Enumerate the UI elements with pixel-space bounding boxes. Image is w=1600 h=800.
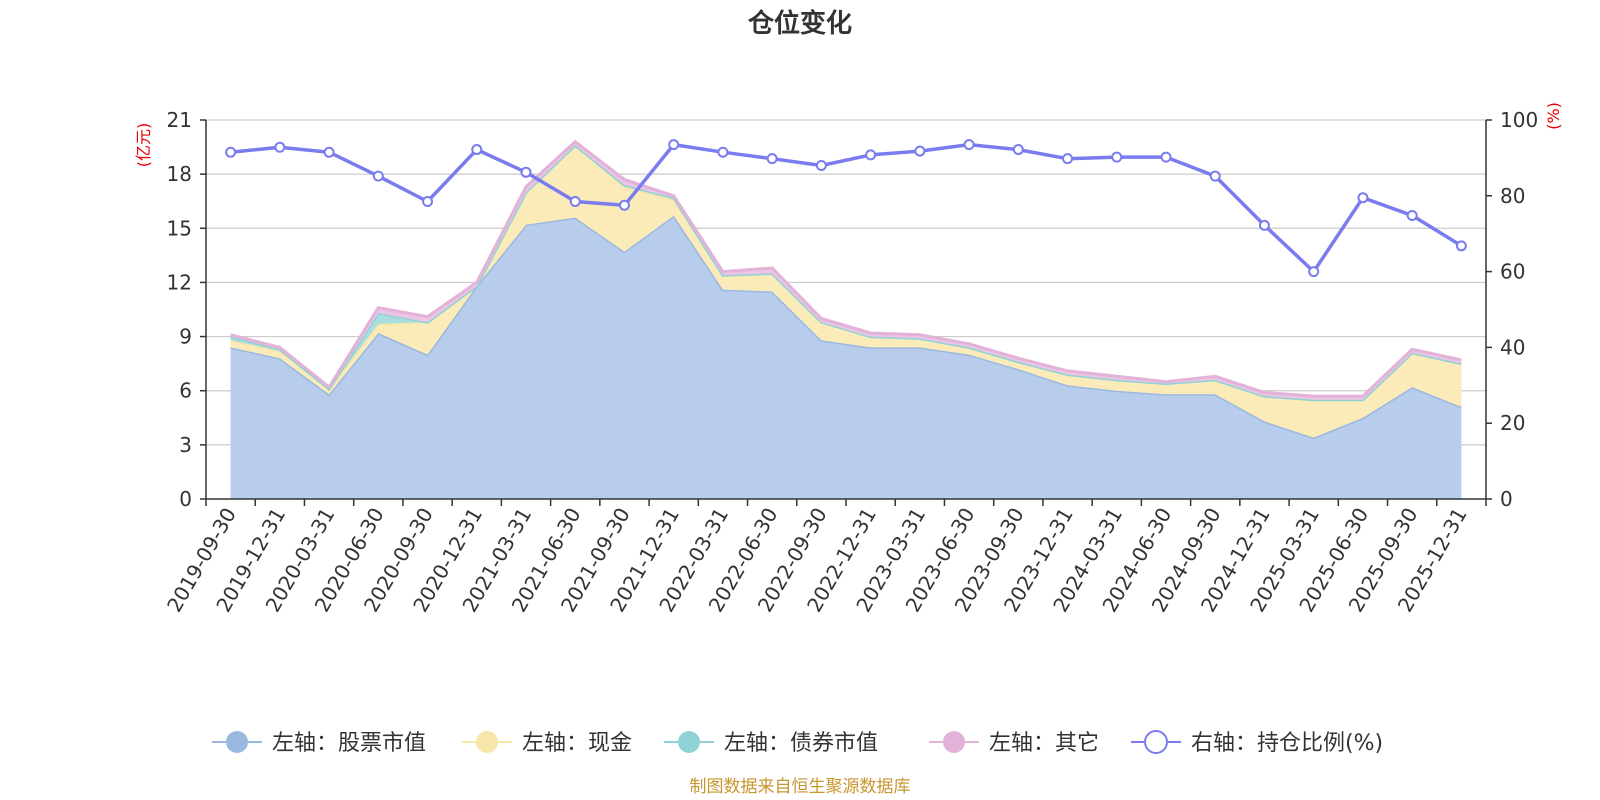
holding-ratio-point [1209, 170, 1221, 182]
holding-ratio-point [1308, 266, 1320, 278]
legend-marker [1144, 730, 1168, 754]
legend-marker [226, 731, 248, 753]
holding-ratio-point [471, 144, 483, 156]
left-tick-label: 3 [179, 433, 192, 457]
holding-ratio-point [766, 153, 778, 165]
stacked-areas [230, 139, 1462, 499]
holding-ratio-point [1012, 144, 1024, 156]
holding-ratio-point [963, 139, 975, 151]
left-tick-label: 21 [167, 108, 192, 132]
legend-label: 左轴：其它 [989, 731, 1099, 756]
holding-ratio-point [717, 146, 729, 158]
legend-marker [943, 731, 965, 753]
right-axis-unit: (%) [1544, 102, 1563, 130]
left-tick-label: 12 [167, 270, 192, 294]
legend: 左轴：股票市值 左轴：现金 左轴：债券市值 左轴：其它 右轴：持仓比例(%) [212, 730, 1383, 756]
holding-ratio-point [274, 141, 286, 153]
holding-ratio-point [323, 146, 335, 158]
right-tick-label: 20 [1500, 411, 1525, 435]
right-tick-label: 80 [1500, 184, 1525, 208]
legend-label: 左轴：债券市值 [724, 731, 878, 756]
holding-ratio-point [865, 149, 877, 161]
left-tick-label: 15 [167, 216, 192, 240]
holding-ratio-point [1111, 151, 1123, 163]
holding-ratio-line [225, 139, 1467, 278]
holding-ratio-point [520, 166, 532, 178]
holding-ratio-point [914, 145, 926, 157]
holding-ratio-path [230, 142, 1463, 274]
holding-ratio-point [1357, 192, 1369, 204]
holding-ratio-point [422, 195, 434, 207]
area-左轴：股票市值 [230, 215, 1462, 499]
left-tick-label: 0 [179, 487, 192, 511]
right-tick-label: 100 [1500, 108, 1538, 132]
holding-ratio-point [668, 139, 680, 151]
holding-ratio-point [569, 195, 581, 207]
legend-label: 左轴：股票市值 [272, 731, 426, 756]
data-source-footer: 制图数据来自恒生聚源数据库 [690, 777, 911, 797]
left-tick-label: 9 [179, 325, 192, 349]
chart-title: 仓位变化 [747, 8, 852, 39]
right-tick-label: 60 [1500, 260, 1525, 284]
holding-ratio-point [225, 146, 237, 158]
legend-label: 右轴：持仓比例(%) [1191, 731, 1383, 756]
holding-ratio-point [372, 170, 384, 182]
area-edge-左轴：其它 [230, 139, 1462, 398]
right-tick-label: 40 [1500, 335, 1525, 359]
holding-ratio-point [1062, 153, 1074, 165]
right-tick-label: 0 [1500, 487, 1513, 511]
area-左轴：现金 [230, 145, 1462, 438]
left-tick-label: 18 [167, 162, 192, 186]
left-tick-label: 6 [179, 379, 192, 403]
holding-ratio-point [1160, 151, 1172, 163]
legend-label: 左轴：现金 [522, 731, 632, 756]
holding-ratio-point [618, 199, 630, 211]
holding-ratio-point [815, 159, 827, 171]
holding-ratio-point [1406, 210, 1418, 222]
holding-ratio-point [1455, 240, 1467, 252]
legend-marker [476, 731, 498, 753]
left-axis-unit: (亿元) [134, 123, 153, 168]
holding-ratio-point [1258, 219, 1270, 231]
legend-marker [678, 731, 700, 753]
